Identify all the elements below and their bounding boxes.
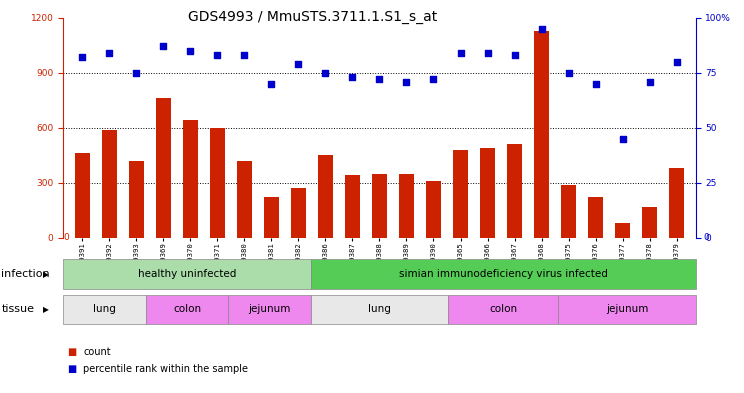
Point [238, 52, 250, 58]
Text: 0: 0 [63, 233, 68, 242]
Point [644, 78, 655, 84]
Point [562, 70, 574, 76]
Bar [642, 207, 657, 238]
Bar [318, 155, 333, 238]
Point [266, 81, 278, 87]
Point [671, 59, 683, 65]
Text: simian immunodeficiency virus infected: simian immunodeficiency virus infected [399, 269, 608, 279]
Point [103, 50, 115, 56]
Bar [291, 188, 306, 238]
Text: jejunum: jejunum [606, 305, 648, 314]
Point [481, 50, 493, 56]
Bar [670, 168, 684, 238]
Bar [589, 197, 603, 238]
Text: infection: infection [1, 269, 50, 279]
Point [509, 52, 521, 58]
Text: healthy uninfected: healthy uninfected [138, 269, 236, 279]
Point [157, 43, 169, 50]
Bar [264, 197, 279, 238]
Bar [210, 128, 225, 238]
Bar [507, 144, 522, 238]
Point [347, 74, 359, 80]
Point [76, 54, 88, 61]
Point [536, 26, 548, 32]
Point [211, 52, 223, 58]
Bar [399, 174, 414, 238]
Point [590, 81, 602, 87]
Bar [534, 31, 549, 238]
Text: ▶: ▶ [43, 270, 49, 279]
Bar [480, 148, 495, 238]
Point [455, 50, 466, 56]
Bar [426, 181, 441, 238]
Bar [183, 120, 198, 238]
Bar [372, 174, 387, 238]
Bar [74, 153, 89, 238]
Text: jejunum: jejunum [248, 305, 291, 314]
Point [185, 48, 196, 54]
Text: colon: colon [173, 305, 201, 314]
Bar [155, 98, 170, 238]
Text: lung: lung [368, 305, 391, 314]
Bar [561, 185, 576, 238]
Text: GDS4993 / MmuSTS.3711.1.S1_s_at: GDS4993 / MmuSTS.3711.1.S1_s_at [187, 10, 437, 24]
Point [130, 70, 142, 76]
Point [373, 76, 385, 83]
Text: ■: ■ [67, 347, 76, 357]
Text: colon: colon [489, 305, 517, 314]
Point [428, 76, 440, 83]
Bar [453, 150, 468, 238]
Bar [129, 161, 144, 238]
Bar [102, 130, 117, 238]
Point [617, 136, 629, 142]
Text: count: count [83, 347, 111, 357]
Point [292, 61, 304, 67]
Point [400, 78, 412, 84]
Text: lung: lung [93, 305, 116, 314]
Bar [237, 161, 251, 238]
Bar [615, 223, 630, 238]
Text: tissue: tissue [1, 305, 34, 314]
Text: ▶: ▶ [43, 305, 49, 314]
Text: 0: 0 [704, 233, 710, 242]
Bar [345, 175, 360, 238]
Text: percentile rank within the sample: percentile rank within the sample [83, 364, 248, 375]
Point [319, 70, 331, 76]
Text: ■: ■ [67, 364, 76, 375]
